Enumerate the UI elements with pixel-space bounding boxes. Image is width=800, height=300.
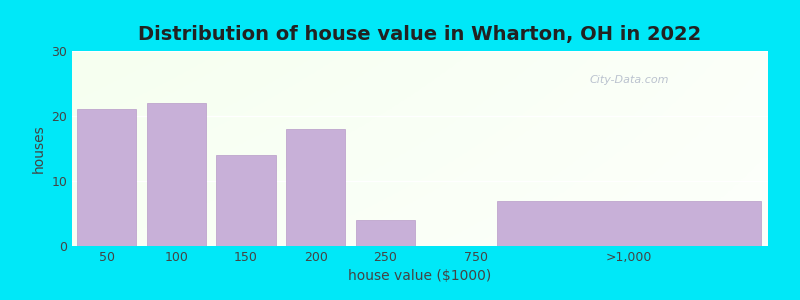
Bar — [497, 200, 761, 246]
Text: City-Data.com: City-Data.com — [589, 75, 669, 85]
Bar — [78, 110, 136, 246]
Title: Distribution of house value in Wharton, OH in 2022: Distribution of house value in Wharton, … — [138, 25, 702, 44]
X-axis label: house value ($1000): house value ($1000) — [348, 269, 492, 284]
Bar — [147, 103, 206, 246]
Bar — [286, 129, 345, 246]
Bar — [356, 220, 414, 246]
Bar — [217, 155, 275, 246]
Y-axis label: houses: houses — [32, 124, 46, 173]
